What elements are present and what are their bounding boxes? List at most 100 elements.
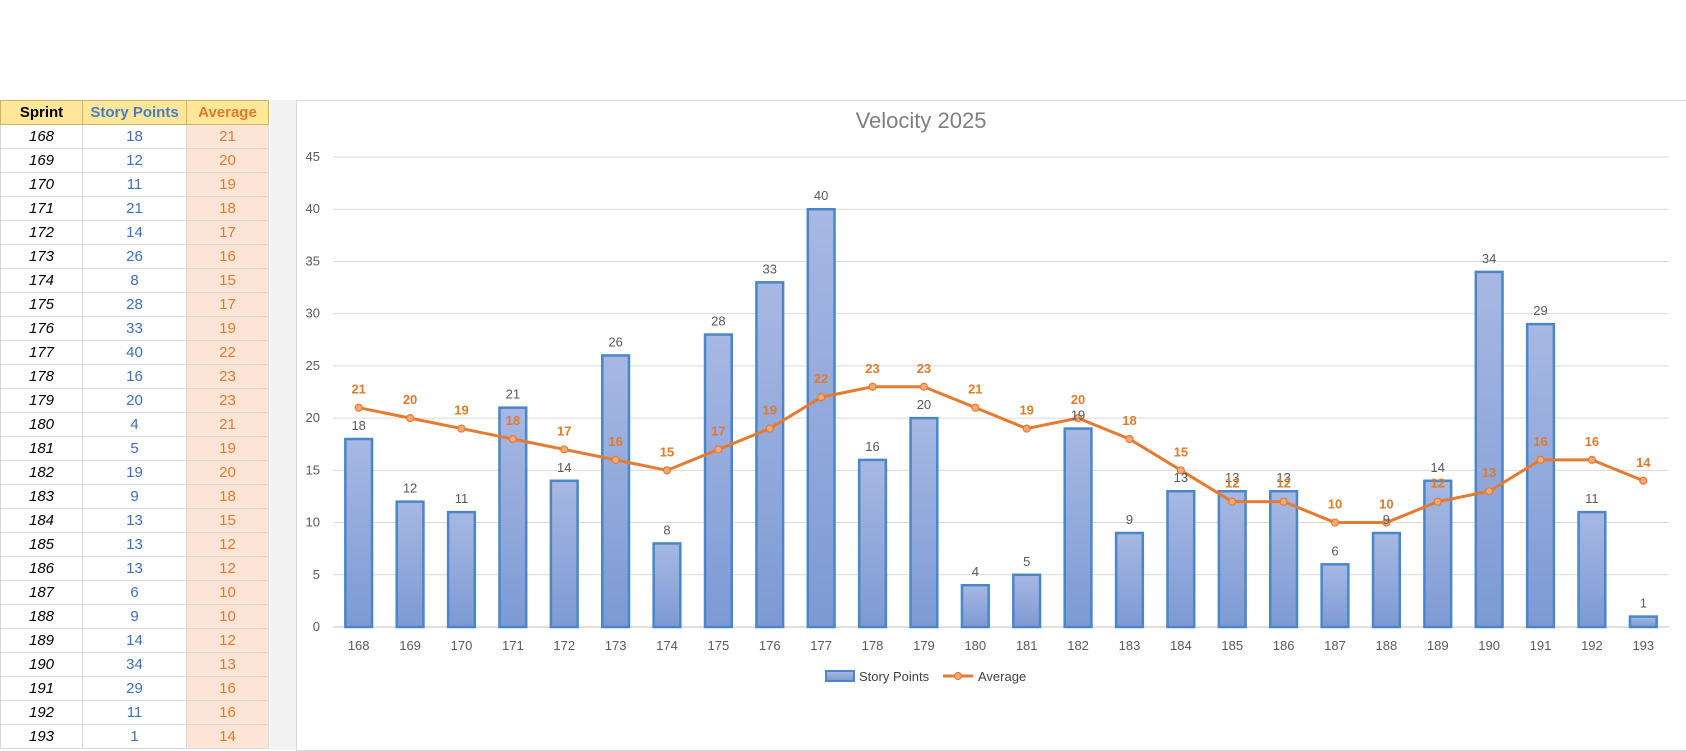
bar[interactable] xyxy=(806,207,836,629)
cell-sprint[interactable]: 169 xyxy=(0,148,83,173)
cell-story-points[interactable]: 1 xyxy=(82,724,187,749)
cell-average[interactable]: 21 xyxy=(186,124,269,149)
cell-story-points[interactable]: 9 xyxy=(82,484,187,509)
average-marker[interactable] xyxy=(662,466,672,475)
bar[interactable] xyxy=(1525,322,1556,629)
average-marker[interactable] xyxy=(1228,497,1237,506)
cell-sprint[interactable]: 172 xyxy=(0,220,83,245)
average-marker[interactable] xyxy=(1022,424,1031,433)
cell-average[interactable]: 13 xyxy=(186,652,269,677)
cell-sprint[interactable]: 192 xyxy=(0,700,83,725)
average-marker[interactable] xyxy=(611,455,620,464)
cell-average[interactable]: 17 xyxy=(186,220,269,245)
cell-average[interactable]: 18 xyxy=(186,196,269,221)
average-marker[interactable] xyxy=(1279,497,1288,506)
cell-average[interactable]: 18 xyxy=(186,484,269,509)
cell-story-points[interactable]: 21 xyxy=(82,196,187,221)
cell-average[interactable]: 12 xyxy=(186,532,269,557)
average-marker[interactable] xyxy=(1639,476,1648,485)
cell-story-points[interactable]: 13 xyxy=(82,532,187,557)
cell-story-points[interactable]: 6 xyxy=(82,580,187,605)
average-marker[interactable] xyxy=(1485,487,1494,496)
cell-sprint[interactable]: 183 xyxy=(0,484,83,509)
cell-average[interactable]: 10 xyxy=(186,604,269,629)
average-marker[interactable] xyxy=(919,382,929,391)
cell-story-points[interactable]: 34 xyxy=(82,652,187,677)
cell-average[interactable]: 12 xyxy=(186,628,269,653)
average-marker[interactable] xyxy=(1073,414,1083,423)
average-marker[interactable] xyxy=(1330,518,1340,527)
cell-sprint[interactable]: 184 xyxy=(0,508,83,533)
bar[interactable] xyxy=(498,406,528,629)
cell-story-points[interactable]: 40 xyxy=(82,340,187,365)
bar[interactable] xyxy=(652,542,682,629)
average-marker[interactable] xyxy=(1536,455,1545,464)
average-marker[interactable] xyxy=(354,403,363,412)
bar[interactable] xyxy=(703,333,733,629)
bar[interactable] xyxy=(1166,489,1196,629)
cell-average[interactable]: 16 xyxy=(186,700,269,725)
cell-average[interactable]: 14 xyxy=(186,724,269,749)
cell-sprint[interactable]: 176 xyxy=(0,316,83,341)
bar[interactable] xyxy=(601,354,631,629)
cell-sprint[interactable]: 190 xyxy=(0,652,83,677)
average-marker[interactable] xyxy=(405,414,415,423)
cell-sprint[interactable]: 171 xyxy=(0,196,83,221)
cell-story-points[interactable]: 14 xyxy=(82,628,187,653)
bar[interactable] xyxy=(1217,489,1247,629)
cell-story-points[interactable]: 20 xyxy=(82,388,187,413)
bar[interactable] xyxy=(1577,510,1607,629)
average-marker[interactable] xyxy=(868,382,877,391)
cell-sprint[interactable]: 191 xyxy=(0,676,83,701)
cell-sprint[interactable]: 175 xyxy=(0,292,83,317)
average-marker[interactable] xyxy=(1176,466,1185,475)
cell-sprint[interactable]: 177 xyxy=(0,340,83,365)
average-marker[interactable] xyxy=(1587,455,1597,464)
cell-sprint[interactable]: 189 xyxy=(0,628,83,653)
cell-average[interactable]: 23 xyxy=(186,388,269,413)
cell-sprint[interactable]: 188 xyxy=(0,604,83,629)
average-marker[interactable] xyxy=(817,393,826,402)
cell-sprint[interactable]: 181 xyxy=(0,436,83,461)
bar[interactable] xyxy=(1012,573,1042,629)
cell-average[interactable]: 20 xyxy=(186,460,269,485)
cell-average[interactable]: 22 xyxy=(186,340,269,365)
bar[interactable] xyxy=(1114,531,1145,629)
cell-sprint[interactable]: 179 xyxy=(0,388,83,413)
cell-story-points[interactable]: 14 xyxy=(82,220,187,245)
bar[interactable] xyxy=(446,510,477,629)
cell-story-points[interactable]: 19 xyxy=(82,460,187,485)
cell-story-points[interactable]: 12 xyxy=(82,148,187,173)
cell-sprint[interactable]: 187 xyxy=(0,580,83,605)
bar[interactable] xyxy=(755,281,785,629)
cell-average[interactable]: 15 xyxy=(186,268,269,293)
average-marker[interactable] xyxy=(714,445,723,454)
cell-story-points[interactable]: 13 xyxy=(82,508,187,533)
cell-story-points[interactable]: 11 xyxy=(82,172,187,197)
cell-average[interactable]: 20 xyxy=(186,148,269,173)
cell-story-points[interactable]: 9 xyxy=(82,604,187,629)
cell-sprint[interactable]: 174 xyxy=(0,268,83,293)
cell-average[interactable]: 19 xyxy=(186,436,269,461)
cell-story-points[interactable]: 13 xyxy=(82,556,187,581)
header-story-points[interactable]: Story Points xyxy=(82,100,187,125)
cell-story-points[interactable]: 28 xyxy=(82,292,187,317)
cell-sprint[interactable]: 168 xyxy=(0,124,83,149)
cell-story-points[interactable]: 26 xyxy=(82,244,187,269)
header-sprint[interactable]: Sprint xyxy=(0,100,83,125)
bar[interactable] xyxy=(1474,270,1504,629)
average-marker[interactable] xyxy=(508,434,517,444)
average-marker[interactable] xyxy=(1433,497,1442,506)
bar[interactable] xyxy=(1063,427,1093,629)
bar[interactable] xyxy=(1371,531,1401,629)
average-marker[interactable] xyxy=(765,424,774,433)
bar[interactable] xyxy=(1320,563,1350,629)
cell-average[interactable]: 23 xyxy=(186,364,269,389)
cell-story-points[interactable]: 33 xyxy=(82,316,187,341)
cell-sprint[interactable]: 185 xyxy=(0,532,83,557)
average-marker[interactable] xyxy=(1382,518,1391,527)
chart-panel[interactable]: Velocity 2025 0 5 10 15 20 25 30 35 40 45 168 169 17… xyxy=(296,100,1686,751)
cell-sprint[interactable]: 173 xyxy=(0,244,83,269)
bar[interactable] xyxy=(549,479,579,629)
cell-average[interactable]: 16 xyxy=(186,676,269,701)
